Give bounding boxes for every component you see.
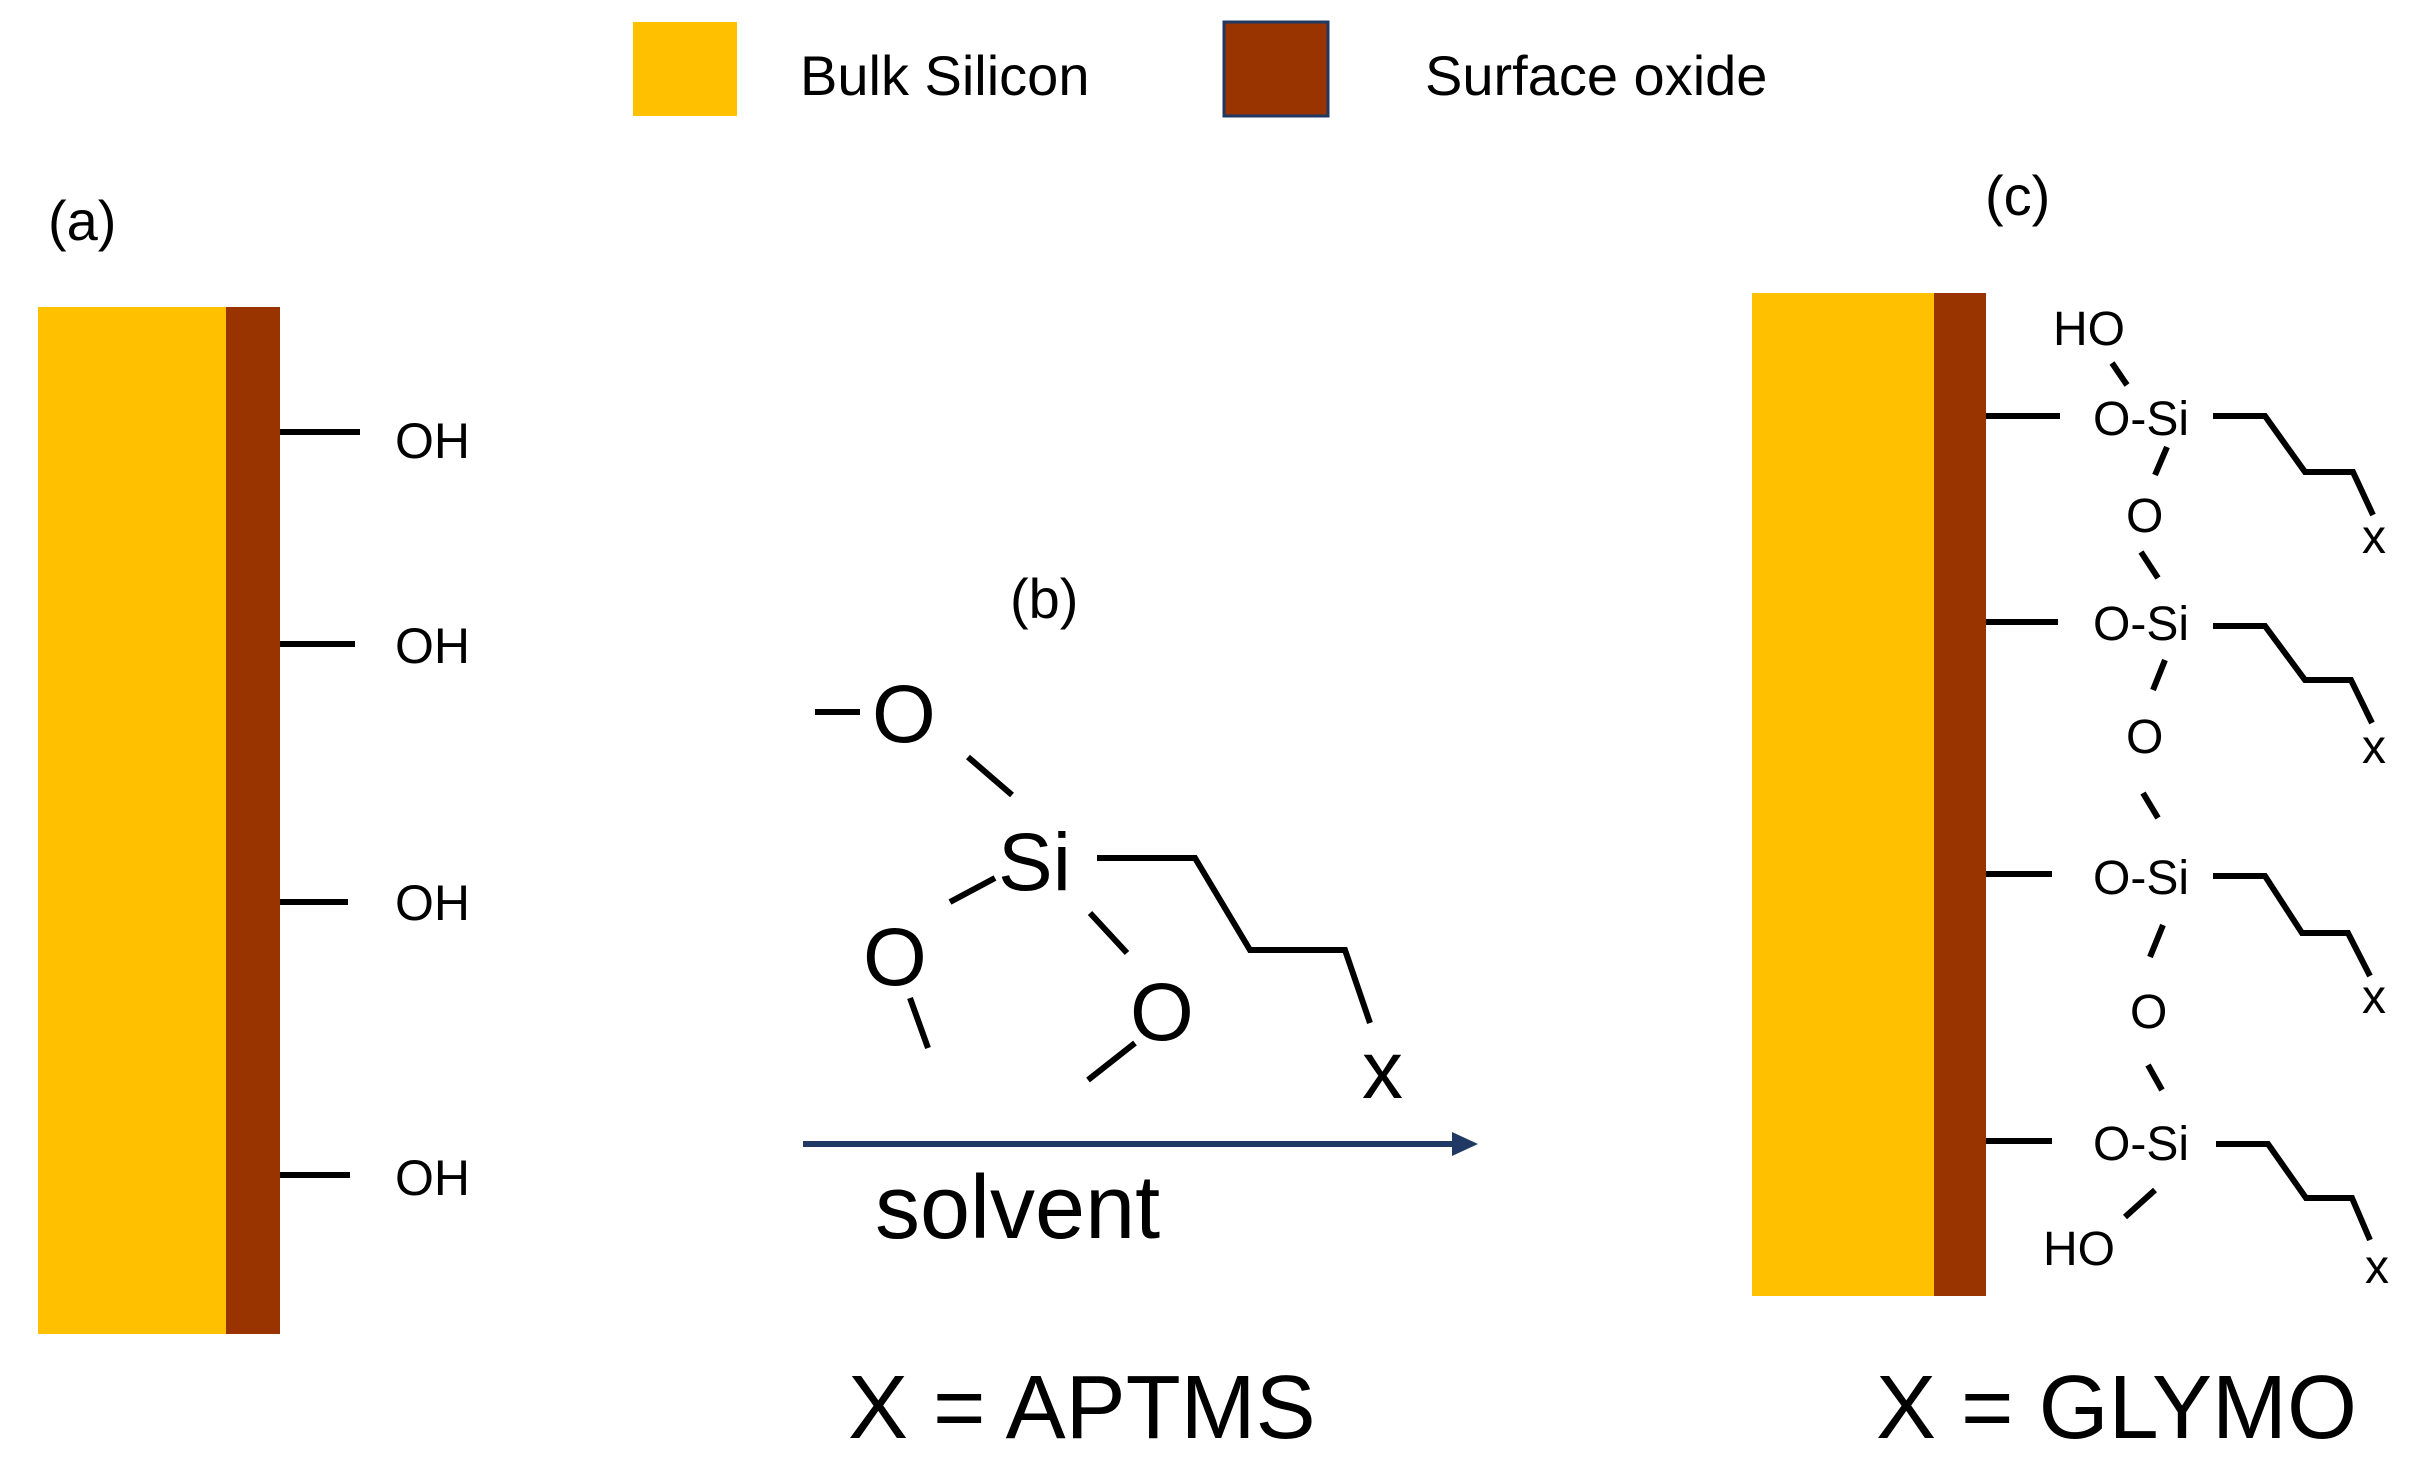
panel-c-chain-3 — [2213, 873, 2373, 978]
methoxy-o-right: O — [1130, 967, 1194, 1058]
caption-glymo: X = GLYMO — [1876, 1358, 2357, 1458]
panel-a-hydroxyl-1: OH — [395, 413, 470, 469]
panel-c-bridge-o-3: O — [2130, 986, 2167, 1039]
methyl-bond-right — [1086, 1040, 1137, 1083]
panel-a-hydroxyl-2: OH — [395, 618, 470, 674]
propyl-chain — [1097, 855, 1373, 1024]
panel-c-surface-oxide — [1934, 293, 1986, 1296]
panel-c-chain-1 — [2213, 413, 2376, 517]
panel-a-hydroxyl-3: OH — [395, 875, 470, 931]
legend-swatch-surface-oxide — [1222, 20, 1330, 118]
panel-c-link-1a — [2152, 445, 2170, 477]
panel-c-bridge-o-2: O — [2126, 711, 2163, 764]
panel-c-end-group-1: x — [2362, 511, 2386, 564]
caption-aptms: X = APTMS — [848, 1358, 1316, 1458]
o-si-bond-left — [948, 875, 997, 905]
panel-b-label: (b) — [1010, 567, 1078, 630]
solvent-label: solvent — [875, 1158, 1160, 1258]
panel-c-label: (c) — [1985, 164, 2050, 227]
panel-a-hydroxyl-4: OH — [395, 1150, 470, 1206]
panel-a-label: (a) — [48, 189, 116, 252]
panel-c-link-2a — [2150, 658, 2168, 692]
panel-c-silane-2: O-Si — [2093, 598, 2189, 651]
o-si-bond-right — [1087, 910, 1130, 956]
aptms-molecule: O Si O O x — [815, 669, 1403, 1116]
panel-c-end-group-4: x — [2365, 1241, 2389, 1294]
legend: Bulk Silicon Surface oxide — [633, 20, 1767, 118]
panel-c-link-3b — [2145, 1063, 2165, 1092]
panel-c-chain-2 — [2213, 623, 2375, 725]
legend-swatch-bulk-silicon — [633, 22, 737, 116]
panel-a-bulk-silicon — [38, 307, 226, 1334]
silicon-atom: Si — [998, 817, 1071, 908]
panel-c-silane-4: O-Si — [2093, 1118, 2189, 1171]
panel-c-bridge-o-1: O — [2126, 490, 2163, 543]
legend-label-bulk-silicon: Bulk Silicon — [800, 44, 1089, 107]
panel-c-link-ho-top — [2109, 361, 2130, 387]
panel-c-silane-1: O-Si — [2093, 393, 2189, 446]
panel-c-hydroxyl-bottom: HO — [2043, 1223, 2115, 1276]
methoxy-o-left: O — [863, 912, 927, 1003]
panel-c-link-3a — [2147, 923, 2166, 959]
panel-c-chain-4 — [2216, 1141, 2373, 1242]
panel-c-silane-3: O-Si — [2093, 852, 2189, 905]
panel-b: (b) O Si O O x solvent X = APTMS — [803, 567, 1478, 1458]
methyl-bond-left — [907, 996, 931, 1050]
panel-c-end-group-3: x — [2362, 971, 2386, 1024]
panel-c-link-2b — [2140, 791, 2161, 820]
reaction-arrow-head — [1452, 1132, 1478, 1156]
panel-a-surface-oxide — [226, 307, 280, 1334]
panel-c-link-1b — [2138, 550, 2161, 580]
legend-label-surface-oxide: Surface oxide — [1425, 44, 1767, 107]
panel-a: (a) OH OH OH OH — [38, 189, 470, 1334]
panel-c-end-group-2: x — [2362, 721, 2386, 774]
panel-c-hydroxyl-top: HO — [2053, 303, 2125, 356]
panel-c-link-ho-bottom — [2122, 1187, 2158, 1220]
panel-c: (c) HO O-Si O O-Si O — [1752, 164, 2389, 1458]
reaction-arrow — [803, 1132, 1478, 1156]
end-group-x: x — [1362, 1025, 1403, 1116]
methoxy-o-top: O — [872, 669, 936, 760]
o-si-bond-top — [966, 754, 1014, 798]
panel-c-bulk-silicon — [1752, 293, 1934, 1296]
